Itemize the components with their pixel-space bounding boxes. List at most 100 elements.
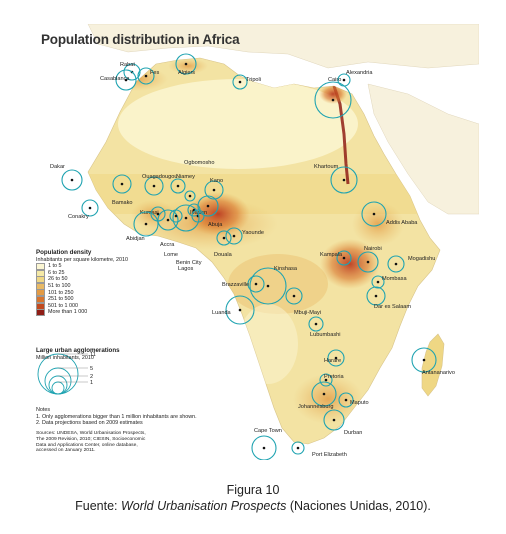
city-label: Yaounde: [242, 230, 264, 236]
city-label: Johannesburg: [298, 404, 333, 410]
city-dot: [331, 98, 335, 102]
city-dot: [394, 262, 398, 266]
city-mbuji-mayi: Mbuji-Mayi: [285, 287, 321, 316]
city-nairobi: Nairobi: [357, 246, 382, 273]
city-label: Abidjan: [126, 236, 145, 242]
city-dot: [314, 322, 318, 326]
density-class-label: More than 1 000: [48, 309, 88, 316]
sources-line-1: Sources: UNDESA, World Urbanisation Pros…: [36, 431, 146, 436]
city-algiers: Algiers: [175, 53, 197, 76]
city-dot: [212, 188, 216, 192]
city-label: Fes: [150, 70, 160, 76]
city-label: Port Elizabeth: [312, 452, 347, 458]
caption-prefix: Fuente:: [75, 499, 121, 513]
city-bamako: Bamako: [112, 174, 133, 206]
map-figure: Rabat Fes Casablanca Algiers Tripoli Cairo Ale…: [28, 24, 479, 460]
agglomeration-circle: [338, 392, 354, 408]
city-harare: Harare: [324, 349, 345, 367]
agglomeration-circle: [330, 166, 358, 194]
city-pretoria: Pretoria: [319, 373, 344, 387]
city-port-elizabeth: Port Elizabeth: [291, 441, 347, 458]
agglomeration-circle: [291, 441, 305, 455]
city-mogadishu: Mogadishu: [387, 255, 435, 273]
agglomeration-circle: [225, 295, 255, 325]
city-dot: [174, 214, 178, 218]
city-dot: [296, 446, 300, 450]
density-swatch: [36, 282, 45, 290]
city-dot: [166, 218, 170, 222]
city-dot: [222, 236, 226, 240]
agglomeration-circle: [327, 349, 345, 367]
agglomeration-legend-circle: [51, 381, 65, 395]
density-class-0: 1 to 5: [36, 262, 128, 270]
city-ogbomosho: Ogbomosho: [184, 160, 214, 202]
agglomeration-circle: [204, 180, 224, 200]
density-class-3: 51 to 100: [36, 282, 128, 290]
city-niamey: Niamey: [170, 174, 195, 194]
city-dot: [70, 178, 74, 182]
city-khartoum: Khartoum: [314, 164, 358, 194]
city-durban: Durban: [323, 409, 362, 436]
agglomeration-circle: [247, 275, 265, 293]
city-dot: [266, 284, 270, 288]
city-dar-es-salaam: Dar es Salaam: [366, 286, 411, 310]
agglomeration-circle: [336, 250, 352, 266]
agglomeration-legend-circle: [44, 367, 72, 395]
figure-source: Fuente: World Urbanisation Prospects (Na…: [0, 498, 506, 514]
agglomeration-circle: [387, 255, 405, 273]
city-addis-ababa: Addis Ababa: [361, 201, 418, 227]
city-dot: [144, 74, 148, 78]
notes-line-2: 2. Data projections based on 2009 estima…: [36, 420, 143, 427]
city-tripoli: Tripoli: [232, 74, 261, 90]
agglomeration-circle: [314, 81, 352, 119]
city-douala: Douala: [214, 230, 233, 258]
city-antananarivo: Antananarivo: [411, 347, 455, 376]
city-dot: [176, 184, 180, 188]
city-dot: [332, 418, 336, 422]
city-dot: [366, 260, 370, 264]
city-yaounde: Yaounde: [225, 227, 264, 245]
density-swatch: [36, 262, 45, 270]
agglomeration-circle: [157, 209, 179, 231]
city-label: Benin City: [176, 260, 202, 266]
density-swatch: [36, 295, 45, 303]
city-label: Nairobi: [364, 246, 382, 252]
density-swatch: [36, 309, 45, 317]
city-dot: [144, 222, 148, 226]
city-label: Kampala: [320, 252, 343, 258]
agglomeration-circle: [197, 195, 219, 217]
agglomeration-circle: [225, 227, 243, 245]
city-label: Rabat: [120, 62, 135, 68]
city-kinshasa: Kinshasa: [249, 266, 298, 305]
city-label: Mombasa: [382, 276, 407, 282]
notes-line-1: 1. Only agglomerations bigger than 1 mil…: [36, 413, 197, 420]
density-class-label: 251 to 500: [48, 296, 74, 303]
city-dot: [372, 212, 376, 216]
city-label: Casablanca: [100, 76, 130, 82]
density-class-label: 26 to 50: [48, 276, 68, 283]
agglomeration-circle: [137, 67, 155, 85]
city-label: Khartoum: [314, 164, 339, 170]
city-dot: [184, 216, 188, 220]
sources-line-3: Data and Applications Center, online dat…: [36, 442, 138, 448]
sources-line-2: The 2009 Revision, 2010; CIESIN, Socioec…: [36, 436, 146, 442]
city-label: Maputo: [350, 400, 369, 406]
city-label: Abuja: [208, 222, 223, 228]
agglomeration-circle: [232, 74, 248, 90]
city-label: Bamako: [112, 200, 133, 206]
density-swatch: [36, 289, 45, 297]
city-label: Harare: [324, 358, 341, 364]
city-markers: Rabat Fes Casablanca Algiers Tripoli Cairo Ale…: [50, 53, 455, 460]
city-johannesburg: Johannesburg: [298, 381, 337, 410]
density-legend: Population density Inhabitants per squar…: [36, 249, 128, 317]
agglomeration-legend-circle: [48, 375, 68, 395]
city-label: Brazzaville: [222, 282, 249, 288]
city-label: Niamey: [176, 174, 195, 180]
madagascar: [421, 333, 445, 397]
city-fes: Fes: [137, 67, 160, 85]
city-label: Kano: [210, 178, 223, 184]
city-label: Antananarivo: [422, 370, 455, 376]
city-ouagadougou: Ouagadougou: [142, 174, 177, 196]
city-dot: [88, 206, 92, 210]
